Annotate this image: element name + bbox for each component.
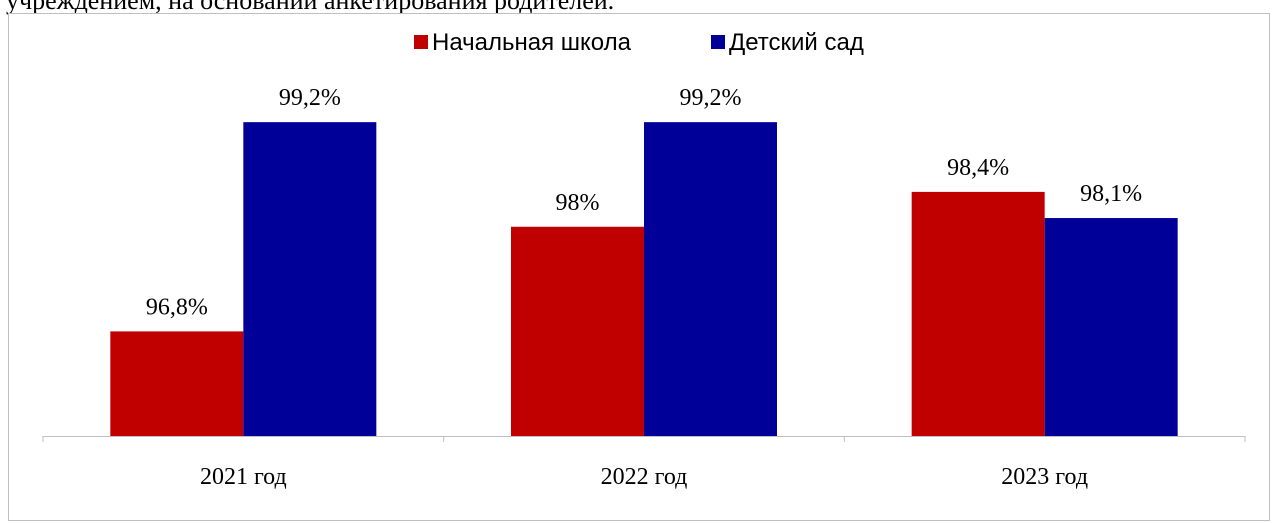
legend-label-1: Начальная школа (432, 29, 632, 56)
legend-swatch-2 (711, 35, 725, 49)
bars-group: 96,8% 99,2% 98% 99,2% 98,4% 98,1% (110, 85, 1178, 437)
data-label-kindergarten-1: 99,2% (279, 85, 341, 111)
legend: Начальная школа Детский сад (414, 29, 864, 56)
bar-school-2 (511, 226, 644, 436)
data-label-kindergarten-3: 98,1% (1080, 181, 1142, 207)
bar-kindergarten-2 (644, 122, 777, 437)
data-label-school-3: 98,4% (947, 155, 1009, 181)
data-label-school-1: 96,8% (146, 294, 208, 320)
bar-kindergarten-1 (243, 122, 377, 437)
x-tick-label-1: 2021 год (200, 464, 287, 490)
data-label-kindergarten-2: 99,2% (680, 85, 742, 111)
x-axis: 2021 год 2022 год 2023 год (42, 436, 1246, 490)
x-tick-label-2: 2022 год (601, 464, 688, 490)
legend-swatch-1 (414, 35, 428, 49)
preceding-text-line: учреждением, на основании анкетирования … (6, 0, 615, 15)
bar-school-3 (911, 191, 1045, 436)
x-tick-label-3: 2023 год (1001, 464, 1088, 490)
legend-label-2: Детский сад (729, 29, 864, 56)
data-label-school-2: 98% (556, 190, 600, 216)
bar-kindergarten-3 (1044, 218, 1178, 436)
bar-school-1 (110, 331, 244, 436)
